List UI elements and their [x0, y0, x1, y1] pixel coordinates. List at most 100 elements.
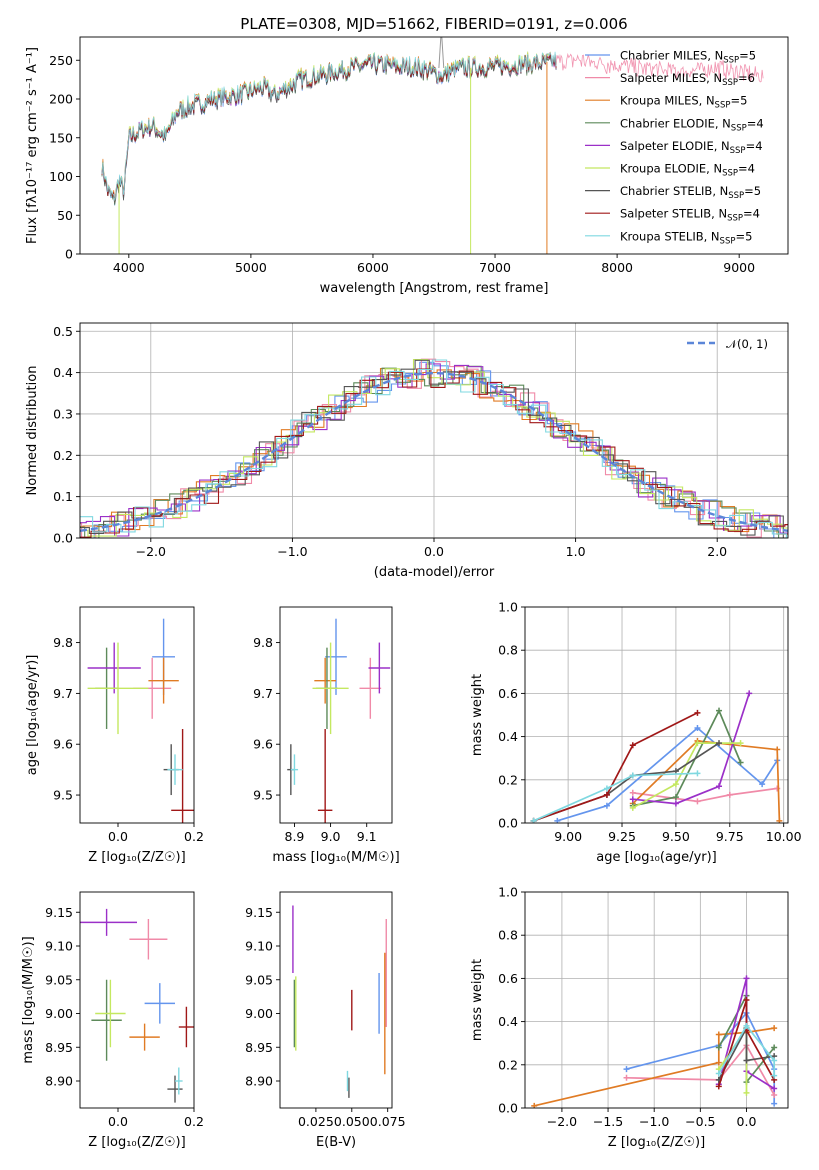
histogram-legend: 𝒩(0, 1) — [687, 337, 768, 351]
x-axis-label: Z [log₁₀(Z/Z☉)] — [88, 1135, 185, 1150]
y-tick-label: 0.4 — [498, 1014, 518, 1029]
legend-model-name: Kroupa MILES, N — [620, 94, 715, 108]
legend-count: =5 — [735, 229, 752, 243]
axes-frame — [524, 606, 789, 824]
errorbar-point-0 — [325, 618, 347, 695]
y-tick-label: 9.05 — [245, 972, 273, 987]
y-tick-label: 0.4 — [53, 365, 73, 380]
x-tick-label: −2.0 — [547, 1114, 577, 1129]
weight-marker — [623, 1074, 630, 1081]
x-axis-label: age [log₁₀(age/yr)] — [596, 850, 717, 865]
weight-marker — [716, 783, 723, 790]
y-tick-label: 9.15 — [45, 905, 73, 920]
weight-marker — [716, 740, 723, 747]
legend-model-name: Chabrier MILES, N — [620, 49, 723, 63]
legend-model-name: Salpeter ELODIE, N — [620, 139, 730, 153]
legend-count: =5 — [744, 184, 761, 198]
weight-marker — [603, 785, 610, 792]
legend-model-name: Salpeter MILES, N — [620, 71, 722, 85]
y-tick-label: 9.6 — [53, 737, 73, 752]
histogram-series-6 — [80, 359, 788, 538]
legend-count: =4 — [746, 139, 763, 153]
y-tick-label: 0.6 — [498, 971, 518, 986]
y-tick-label: 0.1 — [53, 489, 73, 504]
errorbar-point-4 — [87, 642, 141, 694]
figure-title: PLATE=0308, MJD=51662, FIBERID=0191, z=0… — [240, 15, 627, 33]
legend-count: =4 — [743, 207, 760, 221]
weight-marker — [715, 1059, 722, 1066]
weight-marker — [603, 802, 610, 809]
y-axis-label: mass weight — [470, 959, 485, 1041]
legend-model-name: Chabrier ELODIE, N — [620, 116, 731, 130]
weight-marker — [716, 707, 723, 714]
mass-vs-ebv-axes: 0.025 0.050 0.075 8.90 8.95 9.00 9.05 9.10 9.15 E… — [245, 891, 406, 1150]
y-tick-label: 50 — [57, 208, 73, 223]
x-tick-label: 0.2 — [184, 1114, 204, 1129]
spectrum-line-3 — [101, 54, 557, 206]
weight-series-1 — [626, 1043, 775, 1096]
y-tick-label: 9.5 — [53, 788, 73, 803]
y-tick-label: 0.2 — [498, 772, 518, 787]
y-tick-label: 0 — [65, 247, 73, 262]
weight-marker — [672, 794, 679, 801]
x-axis-label: wavelength [Angstrom, rest frame] — [320, 281, 549, 296]
weight-marker — [743, 1057, 750, 1064]
age-vs-mass-points — [287, 618, 391, 823]
x-axis-label: mass [log₁₀(M/M☉)] — [272, 850, 399, 865]
x-tick-label: 8.9 — [285, 829, 305, 844]
weight-marker — [743, 1089, 750, 1096]
x-tick-label: 0.075 — [370, 1114, 406, 1129]
weight-marker — [726, 791, 733, 798]
mass-vs-ebv-points — [292, 905, 387, 1098]
weight-marker — [774, 746, 781, 753]
weight-marker — [774, 785, 781, 792]
weight-marker — [771, 1072, 778, 1079]
weight-marker — [715, 1070, 722, 1077]
normal-curve — [80, 371, 788, 532]
x-tick-label: 2.0 — [707, 544, 727, 559]
axes-frame — [79, 36, 789, 255]
axes-frame — [279, 891, 393, 1109]
y-tick-label: 9.8 — [53, 635, 73, 650]
legend-count: =4 — [747, 116, 764, 130]
y-tick-label: 0.0 — [53, 531, 73, 546]
legend-subscript: SSP — [722, 169, 738, 179]
y-tick-label: 0.5 — [53, 324, 73, 339]
errorbar-point-5 — [87, 642, 149, 735]
y-tick-label: 9.10 — [45, 939, 73, 954]
errorbar-point-7 — [171, 728, 194, 823]
legend-label-normal: 𝒩(0, 1) — [726, 337, 768, 351]
spectrum-line-7 — [101, 52, 557, 201]
weight-series-4 — [632, 693, 751, 805]
residuals-axes: −2.0 −1.0 0.0 1.0 2.0 0.0 0.1 0.2 0.3 0.4 0.5 (data… — [25, 322, 789, 580]
spectrum-line-8 — [101, 51, 557, 201]
x-tick-label: 0.0 — [108, 829, 128, 844]
weight-marker — [771, 1057, 778, 1064]
y-tick-label: 0.2 — [53, 448, 73, 463]
legend-count: =5 — [739, 49, 756, 63]
y-tick-label: 0.8 — [498, 928, 518, 943]
legend-label-3: Chabrier ELODIE, NSSP=4 — [620, 116, 764, 133]
x-tick-label: 6000 — [357, 260, 389, 275]
weight-marker — [771, 1100, 778, 1107]
legend-label-1: Salpeter MILES, NSSP=6 — [620, 71, 755, 88]
axes-frame — [279, 606, 393, 824]
y-tick-label: 8.90 — [45, 1074, 73, 1089]
errorbar-point-8 — [290, 754, 299, 785]
y-tick-label: 8.90 — [245, 1074, 273, 1089]
weight-marker — [743, 1022, 750, 1029]
weight-marker — [737, 740, 744, 747]
mass-weight-vs-Z-lines — [531, 975, 778, 1108]
y-tick-label: 0.2 — [498, 1057, 518, 1072]
y-tick-label: 0.0 — [498, 816, 518, 831]
weight-series-6 — [718, 1027, 775, 1081]
mass-vs-Z-axes: 0.0 0.2 8.90 8.95 9.00 9.05 9.10 9.15 Z [log₁₀(Z… — [21, 891, 204, 1150]
x-tick-label: 0.0 — [108, 1114, 128, 1129]
errorbar-point-1 — [359, 657, 382, 719]
x-tick-label: −1.0 — [277, 544, 307, 559]
errorbar-point-0 — [144, 983, 175, 1024]
legend-subscript: SSP — [730, 146, 746, 156]
x-axis-label: Z [log₁₀(Z/Z☉)] — [608, 1135, 705, 1150]
